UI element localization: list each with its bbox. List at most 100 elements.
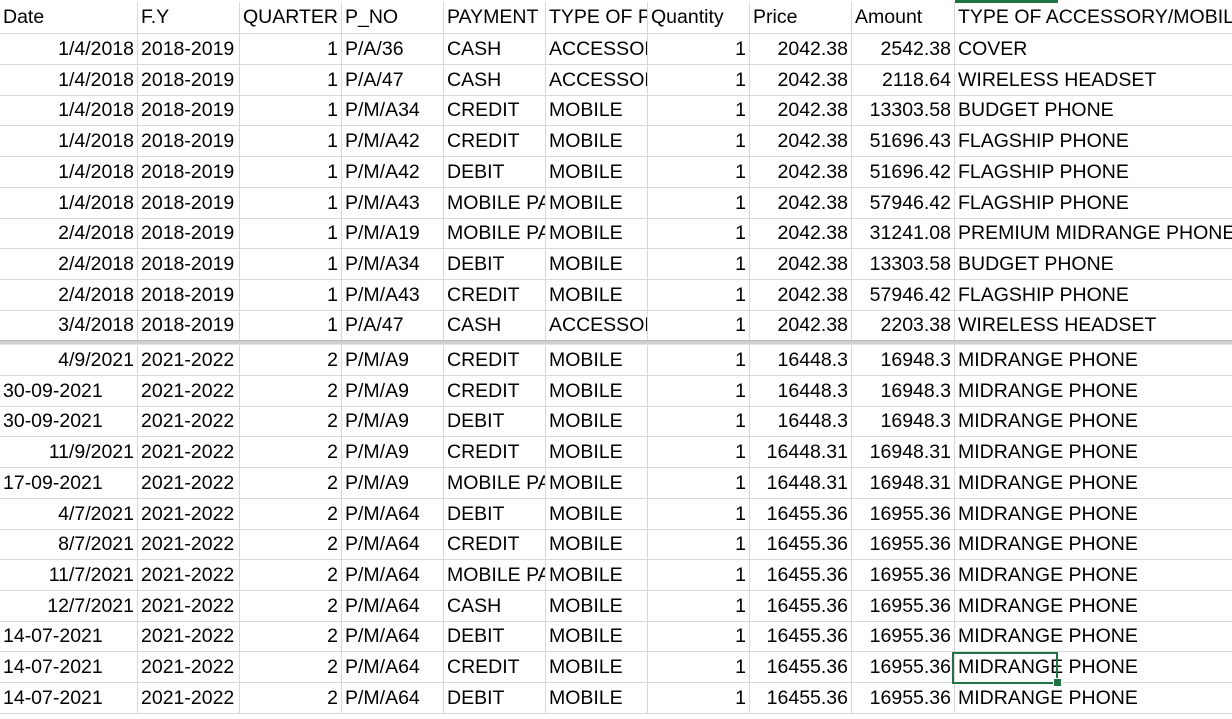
header-cell-date[interactable]: Date bbox=[0, 2, 138, 33]
cell-price[interactable]: 16455.36 bbox=[750, 682, 852, 713]
cell-quantity[interactable]: 1 bbox=[648, 590, 750, 621]
cell-fy[interactable]: 2021-2022 bbox=[138, 406, 240, 437]
cell-fy[interactable]: 2018-2019 bbox=[138, 279, 240, 310]
cell-type-of-product[interactable]: MOBILE bbox=[546, 345, 648, 375]
cell-type-of-product[interactable]: MOBILE bbox=[546, 218, 648, 249]
cell-quarter[interactable]: 2 bbox=[240, 437, 342, 468]
cell-price[interactable]: 16448.3 bbox=[750, 375, 852, 406]
cell-type-of-product[interactable]: MOBILE bbox=[546, 248, 648, 279]
cell-quarter[interactable]: 1 bbox=[240, 279, 342, 310]
cell-p-no[interactable]: P/M/A9 bbox=[342, 345, 444, 375]
cell-quarter[interactable]: 2 bbox=[240, 590, 342, 621]
cell-quantity[interactable]: 1 bbox=[648, 437, 750, 468]
cell-price[interactable]: 2042.38 bbox=[750, 95, 852, 126]
cell-fy[interactable]: 2018-2019 bbox=[138, 34, 240, 64]
cell-amount[interactable]: 2203.38 bbox=[852, 310, 955, 341]
cell-payment[interactable]: CREDIT bbox=[444, 529, 546, 560]
cell-amount[interactable]: 16955.36 bbox=[852, 652, 955, 682]
cell-type-of-product[interactable]: MOBILE bbox=[546, 187, 648, 218]
header-cell-accessory-type[interactable]: TYPE OF ACCESSORY/MOBILE bbox=[958, 6, 1232, 28]
cell-amount[interactable]: 51696.42 bbox=[852, 156, 955, 187]
cell-price[interactable]: 16455.36 bbox=[750, 559, 852, 590]
cell-quarter[interactable]: 1 bbox=[240, 156, 342, 187]
cell-payment[interactable]: MOBILE PAY bbox=[444, 218, 546, 249]
cell-quarter[interactable]: 2 bbox=[240, 621, 342, 652]
cell-quarter[interactable]: 1 bbox=[240, 126, 342, 157]
cell-p-no[interactable]: P/M/A64 bbox=[342, 529, 444, 560]
cell-quarter[interactable]: 1 bbox=[240, 95, 342, 126]
cell-fy[interactable]: 2021-2022 bbox=[138, 498, 240, 529]
cell-price[interactable]: 2042.38 bbox=[750, 218, 852, 249]
cell-quantity[interactable]: 1 bbox=[648, 529, 750, 560]
cell-amount[interactable]: 57946.42 bbox=[852, 187, 955, 218]
cell-date[interactable]: 14-07-2021 bbox=[0, 621, 138, 652]
cell-date[interactable]: 14-07-2021 bbox=[0, 682, 138, 713]
cell-p-no[interactable]: P/A/47 bbox=[342, 310, 444, 341]
cell-accessory-type[interactable]: MIDRANGE PHONE bbox=[958, 686, 1138, 709]
cell-quantity[interactable]: 1 bbox=[648, 467, 750, 498]
header-cell-quarter[interactable]: QUARTER bbox=[240, 2, 342, 33]
header-cell-fy[interactable]: F.Y bbox=[138, 2, 240, 33]
cell-amount[interactable]: 57946.42 bbox=[852, 279, 955, 310]
cell-type-of-product[interactable]: MOBILE bbox=[546, 559, 648, 590]
cell-accessory-type[interactable]: MIDRANGE PHONE bbox=[958, 502, 1138, 525]
cell-accessory-type[interactable]: MIDRANGE PHONE bbox=[958, 471, 1138, 494]
cell-type-of-product[interactable]: MOBILE bbox=[546, 437, 648, 468]
cell-fy[interactable]: 2021-2022 bbox=[138, 559, 240, 590]
cell-accessory-type[interactable]: BUDGET PHONE bbox=[958, 99, 1114, 122]
cell-amount[interactable]: 31241.08 bbox=[852, 218, 955, 249]
cell-quarter[interactable]: 2 bbox=[240, 467, 342, 498]
cell-accessory-type[interactable]: MIDRANGE PHONE bbox=[958, 656, 1138, 678]
cell-amount[interactable]: 51696.43 bbox=[852, 126, 955, 157]
cell-p-no[interactable]: P/M/A34 bbox=[342, 95, 444, 126]
cell-date[interactable]: 1/4/2018 bbox=[0, 126, 138, 157]
header-cell-type-of-product[interactable]: TYPE OF PI bbox=[546, 2, 648, 33]
cell-type-of-product[interactable]: MOBILE bbox=[546, 279, 648, 310]
cell-fy[interactable]: 2018-2019 bbox=[138, 310, 240, 341]
cell-amount[interactable]: 16955.36 bbox=[852, 498, 955, 529]
header-cell-amount[interactable]: Amount bbox=[852, 2, 955, 33]
header-cell-price[interactable]: Price bbox=[750, 2, 852, 33]
cell-type-of-product[interactable]: MOBILE bbox=[546, 467, 648, 498]
cell-p-no[interactable]: P/M/A43 bbox=[342, 187, 444, 218]
cell-fy[interactable]: 2018-2019 bbox=[138, 248, 240, 279]
cell-quantity[interactable]: 1 bbox=[648, 375, 750, 406]
cell-quarter[interactable]: 2 bbox=[240, 345, 342, 375]
cell-payment[interactable]: CREDIT bbox=[444, 375, 546, 406]
cell-p-no[interactable]: P/M/A64 bbox=[342, 498, 444, 529]
cell-accessory-type[interactable]: FLAGSHIP PHONE bbox=[958, 191, 1129, 214]
cell-fy[interactable]: 2018-2019 bbox=[138, 126, 240, 157]
cell-date[interactable]: 14-07-2021 bbox=[0, 652, 138, 682]
cell-accessory-type[interactable]: WIRELESS HEADSET bbox=[958, 314, 1157, 337]
cell-price[interactable]: 2042.38 bbox=[750, 34, 852, 64]
cell-p-no[interactable]: P/M/A64 bbox=[342, 621, 444, 652]
cell-amount[interactable]: 2542.38 bbox=[852, 34, 955, 64]
cell-accessory-type[interactable]: BUDGET PHONE bbox=[958, 252, 1114, 275]
cell-accessory-type[interactable]: WIRELESS HEADSET bbox=[958, 68, 1157, 91]
frozen-pane-divider[interactable] bbox=[0, 340, 1232, 345]
cell-quantity[interactable]: 1 bbox=[648, 126, 750, 157]
cell-payment[interactable]: DEBIT bbox=[444, 682, 546, 713]
cell-price[interactable]: 16455.36 bbox=[750, 621, 852, 652]
cell-quarter[interactable]: 1 bbox=[240, 187, 342, 218]
cell-accessory-type[interactable]: MIDRANGE PHONE bbox=[958, 594, 1138, 617]
cell-fy[interactable]: 2021-2022 bbox=[138, 652, 240, 682]
cell-date[interactable]: 2/4/2018 bbox=[0, 248, 138, 279]
cell-quarter[interactable]: 2 bbox=[240, 406, 342, 437]
cell-accessory-type[interactable]: PREMIUM MIDRANGE PHONE bbox=[958, 222, 1232, 245]
cell-quantity[interactable]: 1 bbox=[648, 248, 750, 279]
cell-amount[interactable]: 2118.64 bbox=[852, 64, 955, 95]
cell-accessory-type[interactable]: MIDRANGE PHONE bbox=[958, 563, 1138, 586]
fill-handle[interactable] bbox=[1053, 678, 1062, 687]
cell-fy[interactable]: 2021-2022 bbox=[138, 437, 240, 468]
cell-payment[interactable]: MOBILE PAY bbox=[444, 559, 546, 590]
cell-p-no[interactable]: P/M/A19 bbox=[342, 218, 444, 249]
cell-date[interactable]: 11/9/2021 bbox=[0, 437, 138, 468]
cell-price[interactable]: 16448.3 bbox=[750, 345, 852, 375]
cell-payment[interactable]: DEBIT bbox=[444, 498, 546, 529]
cell-payment[interactable]: CASH bbox=[444, 34, 546, 64]
cell-p-no[interactable]: P/M/A42 bbox=[342, 126, 444, 157]
cell-quantity[interactable]: 1 bbox=[648, 95, 750, 126]
cell-type-of-product[interactable]: MOBILE bbox=[546, 126, 648, 157]
